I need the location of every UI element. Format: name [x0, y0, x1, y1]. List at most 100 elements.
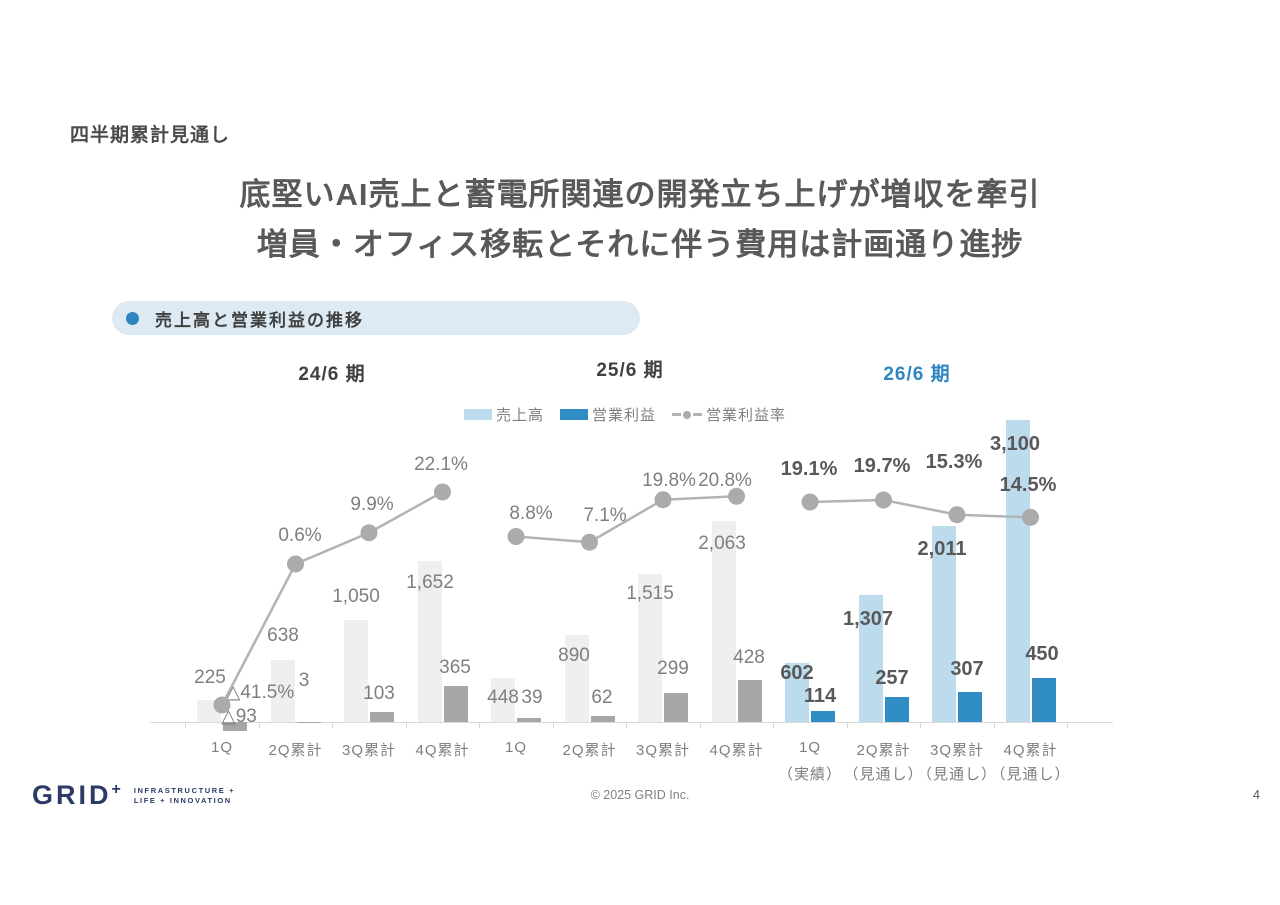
revenue-bar [344, 619, 368, 722]
section-header-label: 売上高と営業利益の推移 [155, 310, 364, 330]
revenue-bar [197, 700, 221, 722]
revenue-swatch-icon [464, 409, 492, 420]
axis-tick [479, 722, 481, 728]
legend-item-rate: 営業利益率 [672, 404, 786, 425]
x-axis-sublabel: （見通し） [916, 766, 997, 783]
rate-value-label: 9.9% [350, 494, 394, 515]
x-axis-sublabel: （見通し） [990, 766, 1071, 783]
revenue-value-label: 1,307 [842, 608, 894, 630]
slide-title-line2: 増員・オフィス移転とそれに伴う費用は計画通り進捗 [256, 227, 1024, 262]
rate-dot [360, 524, 378, 542]
revenue-value-label: 3,100 [989, 433, 1041, 455]
slide-title-line1: 底堅いAI売上と蓄電所関連の開発立ち上げが増収を牽引 [239, 177, 1041, 212]
profit-value-label: 365 [439, 657, 471, 678]
rate-dot [213, 696, 231, 714]
profit-bar [443, 686, 468, 722]
rate-value-label: 19.1% [780, 458, 838, 480]
x-axis-label: 2Q累計 [562, 742, 617, 759]
revenue-bar [270, 659, 295, 722]
rate-value-label: 19.8% [642, 470, 696, 491]
legend-item-revenue: 売上高 [464, 404, 544, 425]
legend-profit-label: 営業利益 [592, 407, 657, 424]
axis-tick [846, 722, 848, 728]
rate-dot [287, 555, 304, 573]
profit-bar [737, 680, 762, 722]
rate-dot [948, 506, 966, 524]
profit-value-label: 299 [657, 658, 689, 679]
legend-item-profit: 営業利益 [560, 404, 656, 425]
section-header-pill: 売上高と営業利益の推移 [112, 301, 640, 335]
profit-value-label: 62 [591, 687, 613, 708]
revenue-value-label: 2,063 [698, 533, 746, 554]
x-axis-label: 4Q累計 [709, 742, 764, 759]
profit-value-label: 428 [733, 647, 765, 668]
profit-bar [884, 697, 909, 722]
rate-dot [801, 493, 819, 511]
axis-tick [1067, 722, 1069, 728]
axis-tick [405, 722, 407, 728]
x-axis-sublabel: （実績） [777, 766, 842, 783]
profit-value-label: 450 [1025, 643, 1059, 665]
profit-value-label: 3 [298, 670, 310, 691]
revenue-bar [491, 678, 515, 722]
revenue-value-label: 602 [780, 662, 814, 684]
period-header-26-6: 26/6 期 [883, 364, 951, 385]
profit-bar [958, 692, 982, 722]
rate-value-label: 19.7% [853, 455, 911, 477]
x-axis-label: 3Q累計 [341, 742, 396, 759]
bullet-dot-icon [126, 311, 139, 325]
rate-line [809, 498, 1031, 519]
x-axis-label: 1Q [504, 739, 527, 756]
rate-value-label: 8.8% [509, 503, 553, 524]
axis-tick [993, 722, 995, 728]
rate-dot [581, 533, 598, 551]
revenue-bar [417, 561, 442, 722]
profit-bar [370, 712, 394, 722]
axis-tick [552, 722, 554, 728]
revenue-value-label: 2,011 [917, 538, 967, 560]
page-number: 4 [1253, 788, 1260, 802]
profit-value-label: △93 [221, 706, 257, 727]
rate-dot [654, 491, 672, 509]
logo-plus-icon: + [111, 781, 124, 798]
logo-wordmark: GRID+ [32, 780, 124, 810]
rate-value-label: 22.1% [414, 454, 468, 475]
period-header-25-6: 25/6 期 [596, 360, 664, 381]
profit-bar [590, 716, 615, 722]
profit-bar [664, 692, 688, 722]
revenue-value-label: 1,515 [626, 583, 674, 604]
rate-line [220, 490, 444, 706]
axis-tick [258, 722, 260, 728]
rate-line [515, 495, 737, 544]
logo-tagline: INFRASTRUCTURE + LIFE + INNOVATION [133, 785, 236, 805]
revenue-value-label: 448 [487, 687, 519, 708]
revenue-bar [932, 526, 956, 722]
line-marker-icon [672, 410, 703, 419]
rate-value-label: 14.5% [999, 474, 1057, 496]
revenue-bar [564, 635, 589, 722]
revenue-value-label: 225 [194, 667, 226, 688]
axis-tick [185, 722, 187, 728]
chart-legend: 売上高 営業利益 営業利益率 [464, 404, 802, 425]
rate-value-label: 15.3% [925, 451, 983, 473]
rate-dot [1022, 508, 1039, 526]
profit-value-label: 103 [363, 683, 395, 704]
profit-value-label: 39 [521, 687, 543, 708]
axis-tick [773, 722, 775, 728]
profit-bar [296, 721, 321, 723]
profit-swatch-icon [560, 409, 589, 420]
revenue-bar [711, 521, 736, 722]
revenue-value-label: 1,652 [406, 572, 454, 593]
revenue-bar [638, 574, 662, 722]
profit-bar [223, 722, 247, 732]
axis-tick [920, 722, 922, 728]
legend-revenue-label: 売上高 [496, 407, 545, 424]
rate-dot [507, 528, 525, 545]
x-axis-label: 4Q累計 [415, 742, 470, 759]
x-axis-label: 3Q累計 [635, 742, 690, 759]
rate-value-label: 20.8% [698, 470, 752, 491]
copyright-text: © 2025 GRID Inc. [590, 788, 690, 802]
rate-value-label: 0.6% [278, 525, 322, 546]
x-axis-label: 4Q累計 [1003, 742, 1058, 759]
revenue-value-label: 638 [267, 625, 299, 646]
